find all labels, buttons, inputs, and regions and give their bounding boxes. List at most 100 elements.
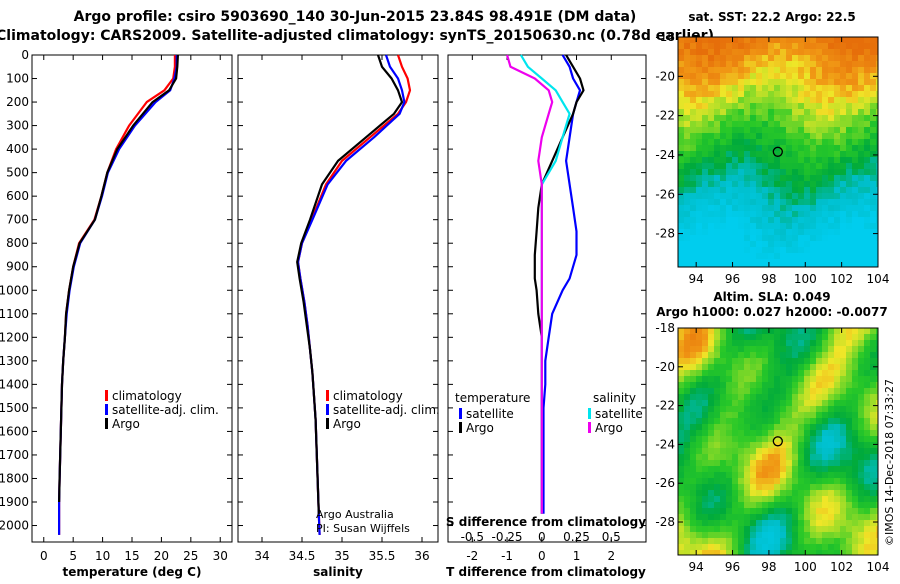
map-cell — [786, 334, 792, 340]
map-cell — [780, 388, 786, 394]
map-cell — [726, 229, 732, 235]
map-cell — [744, 43, 750, 49]
map-cell — [708, 436, 714, 442]
map-cell — [858, 157, 864, 163]
map-cell — [786, 502, 792, 508]
map-cell — [774, 133, 780, 139]
map-cell — [804, 205, 810, 211]
map-cell — [726, 430, 732, 436]
map-cell — [732, 394, 738, 400]
map-cell — [840, 163, 846, 169]
map-cell — [798, 211, 804, 217]
map-cell — [834, 436, 840, 442]
map-cell — [720, 49, 726, 55]
map-cell — [810, 520, 816, 526]
map-cell — [804, 382, 810, 388]
map-cell — [846, 340, 852, 346]
map-cell — [798, 364, 804, 370]
map-cell — [726, 454, 732, 460]
map-cell — [810, 103, 816, 109]
map-cell — [684, 49, 690, 55]
map-cell — [846, 97, 852, 103]
map-cell — [876, 103, 878, 109]
map-cell — [846, 229, 852, 235]
map-cell — [744, 430, 750, 436]
map-cell — [846, 502, 852, 508]
map-cell — [708, 229, 714, 235]
map-cell — [786, 139, 792, 145]
map-cell — [678, 340, 684, 346]
map-cell — [792, 418, 798, 424]
map-cell — [786, 217, 792, 223]
map-cell — [774, 412, 780, 418]
map-cell — [816, 388, 822, 394]
map-cell — [732, 145, 738, 151]
map-cell — [726, 358, 732, 364]
map-cell — [792, 412, 798, 418]
map-cell — [822, 235, 828, 241]
map-cell — [684, 334, 690, 340]
map-cell — [852, 229, 858, 235]
map-cell — [702, 223, 708, 229]
map-cell — [858, 253, 864, 259]
map-cell — [828, 412, 834, 418]
map-cell — [810, 253, 816, 259]
map-cell — [720, 103, 726, 109]
map-cell — [816, 352, 822, 358]
map-cell — [678, 145, 684, 151]
map-cell — [744, 376, 750, 382]
map-cell — [678, 496, 684, 502]
map-cell — [852, 103, 858, 109]
map-cell — [840, 235, 846, 241]
map-cell — [726, 217, 732, 223]
map-cell — [756, 388, 762, 394]
lat-tick-label: -20 — [655, 360, 675, 374]
map-cell — [750, 223, 756, 229]
map-cell — [696, 460, 702, 466]
map-cell — [732, 253, 738, 259]
map-cell — [840, 205, 846, 211]
map-cell — [762, 466, 768, 472]
map-cell — [702, 508, 708, 514]
map-cell — [846, 478, 852, 484]
map-cell — [852, 253, 858, 259]
map-cell — [774, 460, 780, 466]
map-cell — [840, 247, 846, 253]
map-cell — [708, 526, 714, 532]
map-cell — [756, 340, 762, 346]
map-cell — [834, 37, 840, 43]
map-cell — [804, 247, 810, 253]
map-cell — [786, 436, 792, 442]
map-cell — [780, 496, 786, 502]
map-cell — [864, 211, 870, 217]
map-cell — [708, 133, 714, 139]
map-cell — [744, 169, 750, 175]
map-cell — [768, 199, 774, 205]
map-cell — [714, 358, 720, 364]
map-cell — [762, 358, 768, 364]
map-cell — [828, 532, 834, 538]
map-cell — [804, 460, 810, 466]
map-cell — [750, 259, 756, 265]
map-cell — [834, 175, 840, 181]
map-cell — [702, 115, 708, 121]
map-cell — [750, 211, 756, 217]
map-cell — [678, 328, 684, 334]
map-cell — [684, 103, 690, 109]
map-cell — [738, 484, 744, 490]
map-cell — [696, 79, 702, 85]
map-cell — [744, 412, 750, 418]
map-cell — [684, 85, 690, 91]
map-cell — [780, 253, 786, 259]
map-cell — [840, 442, 846, 448]
map-cell — [840, 61, 846, 67]
map-cell — [810, 229, 816, 235]
map-cell — [774, 346, 780, 352]
map-cell — [858, 538, 864, 544]
map-cell — [726, 448, 732, 454]
map-cell — [786, 406, 792, 412]
map-cell — [852, 43, 858, 49]
map-cell — [852, 478, 858, 484]
map-cell — [870, 490, 876, 496]
map-cell — [870, 532, 876, 538]
